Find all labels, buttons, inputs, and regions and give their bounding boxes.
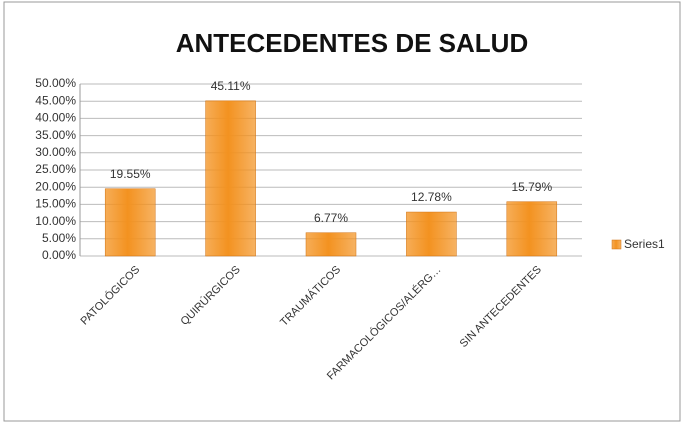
y-tick-label: 20.00% xyxy=(35,179,76,193)
bar xyxy=(305,232,357,257)
chart-title: ANTECEDENTES DE SALUD xyxy=(176,28,528,58)
bar xyxy=(406,211,457,257)
y-tick-label: 45.00% xyxy=(35,93,76,107)
y-tick-label: 15.00% xyxy=(35,197,76,211)
data-label: 6.77% xyxy=(314,211,348,225)
data-label: 12.78% xyxy=(411,190,452,204)
bar xyxy=(506,201,558,257)
data-label: 19.55% xyxy=(110,167,151,181)
y-tick-label: 25.00% xyxy=(35,162,76,176)
data-label: 15.79% xyxy=(511,180,552,194)
y-tick-label: 10.00% xyxy=(35,214,76,228)
legend-label: Series1 xyxy=(624,237,665,251)
data-label: 45.11% xyxy=(211,79,251,93)
bar xyxy=(104,188,156,257)
y-tick-label: 0.00% xyxy=(42,248,76,262)
y-tick-label: 35.00% xyxy=(35,128,76,142)
y-tick-label: 5.00% xyxy=(42,231,76,245)
bar xyxy=(205,100,256,257)
legend-swatch xyxy=(611,239,622,250)
y-tick-label: 30.00% xyxy=(35,145,76,159)
y-tick-label: 40.00% xyxy=(35,111,76,125)
y-tick-label: 50.00% xyxy=(35,76,76,90)
